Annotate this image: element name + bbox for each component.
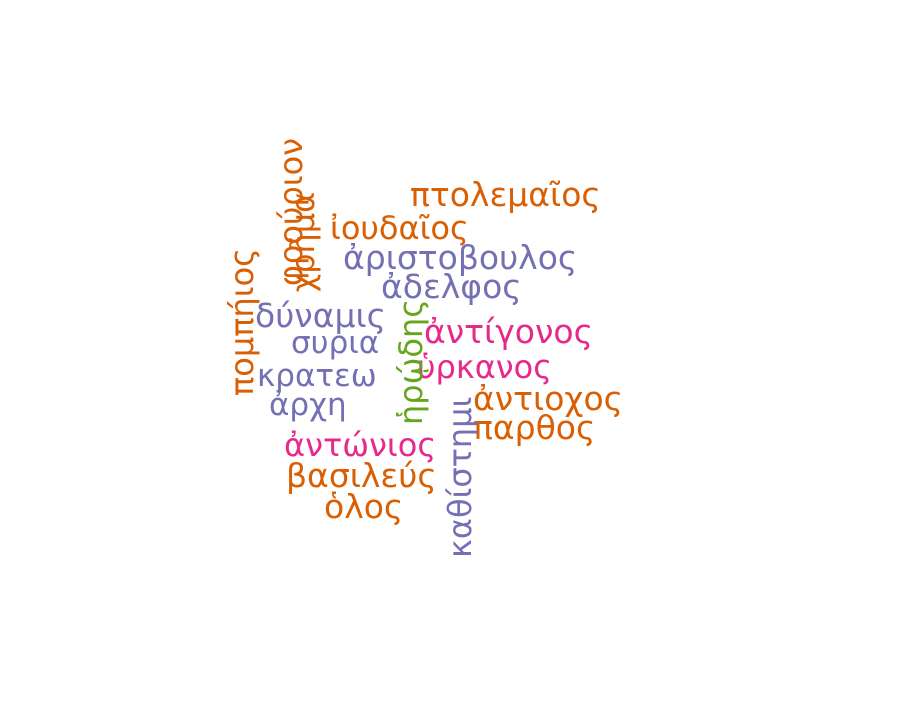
word-dynamis: δύναμις (255, 296, 387, 335)
word-kathistemi: καθίστημι (441, 396, 479, 558)
word-antiochos: ἀντιοχος (473, 379, 624, 418)
word-hyrkanos: ὑρκανος (417, 348, 553, 386)
word-herodes: ἡρῴδης (392, 298, 430, 426)
word-chrema: χρῆμα (284, 191, 322, 293)
word-aristoboulos: ἀριστοβουλος (343, 238, 578, 277)
word-antonios: ἀντώνιος (284, 426, 437, 464)
word-holos: ὁλος (324, 487, 404, 526)
word-pompeios: πομπήιος (223, 248, 261, 396)
word-arche: ἀρχη (269, 387, 347, 423)
word-syria: συρια (291, 325, 380, 361)
word-basileus: βασιλεύς (286, 456, 437, 495)
word-parthos: παρθος (473, 408, 596, 447)
word-ioudaios: ἰουδαῖος (330, 209, 469, 247)
word-adelphos: ἀδελφος (381, 267, 522, 306)
word-ptolemaios: πτολεμαῖος (410, 175, 601, 214)
word-antigonos: ἀντίγονος (424, 312, 593, 351)
word-krateo: κρατεω (257, 358, 377, 394)
